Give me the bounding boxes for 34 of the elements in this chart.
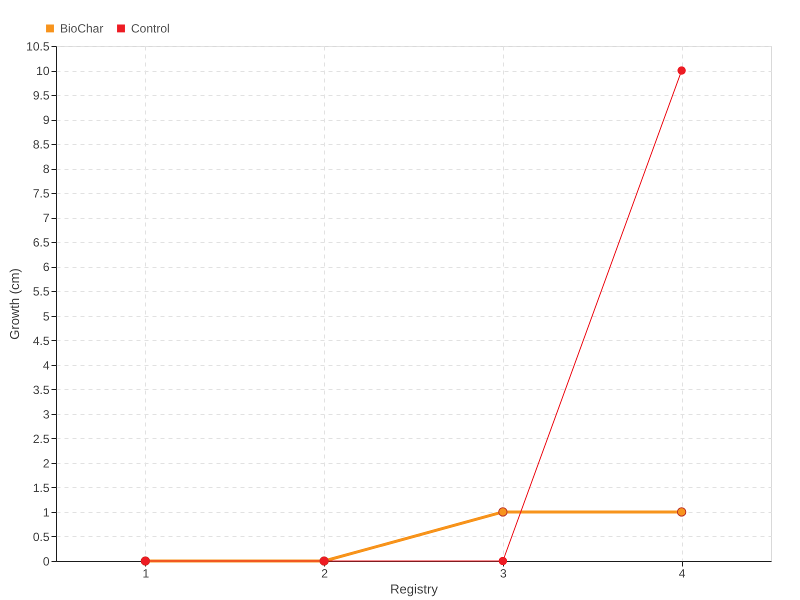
x-axis-title: Registry <box>390 582 438 596</box>
x-tick-label: 4 <box>678 566 686 580</box>
y-tick-label: 2.5 <box>32 432 50 446</box>
x-tick-label: 3 <box>500 566 508 580</box>
y-axis-title: Growth (cm) <box>7 268 22 340</box>
y-tick-label: 7.5 <box>32 186 50 201</box>
y-tick-label: 5.5 <box>32 284 50 299</box>
y-tick-label: 8 <box>42 162 50 176</box>
point <box>677 66 686 75</box>
y-tick-label: 10.5 <box>26 40 50 54</box>
legend-label: BioChar <box>60 21 104 36</box>
legend-label: Control <box>131 21 170 36</box>
point <box>498 556 508 566</box>
y-tick-label: 4.5 <box>32 334 50 348</box>
y-tick-label: 2 <box>42 456 50 470</box>
y-tick-label: 4 <box>42 358 50 372</box>
y-tick-label: 7 <box>42 211 50 226</box>
y-tick-label: 9 <box>42 113 50 128</box>
y-tick-label: 0.5 <box>32 530 50 544</box>
y-tick-label: 10 <box>36 64 50 78</box>
y-tick-label: 5 <box>42 309 50 324</box>
y-tick-label: 1 <box>42 505 50 520</box>
y-tick-label: 8.5 <box>32 138 50 152</box>
x-tick-label: 1 <box>142 566 150 580</box>
x-tick-label: 2 <box>321 566 328 580</box>
point <box>498 507 508 517</box>
y-tick-label: 6.5 <box>32 236 50 250</box>
point <box>676 507 686 517</box>
y-tick-label: 9.5 <box>32 88 50 103</box>
y-tick-label: 3 <box>42 407 50 422</box>
y-tick-label: 0 <box>42 554 50 568</box>
y-tick-label: 1.5 <box>32 480 50 495</box>
y-tick-label: 3.5 <box>32 382 50 397</box>
y-tick-label: 6 <box>42 260 50 274</box>
